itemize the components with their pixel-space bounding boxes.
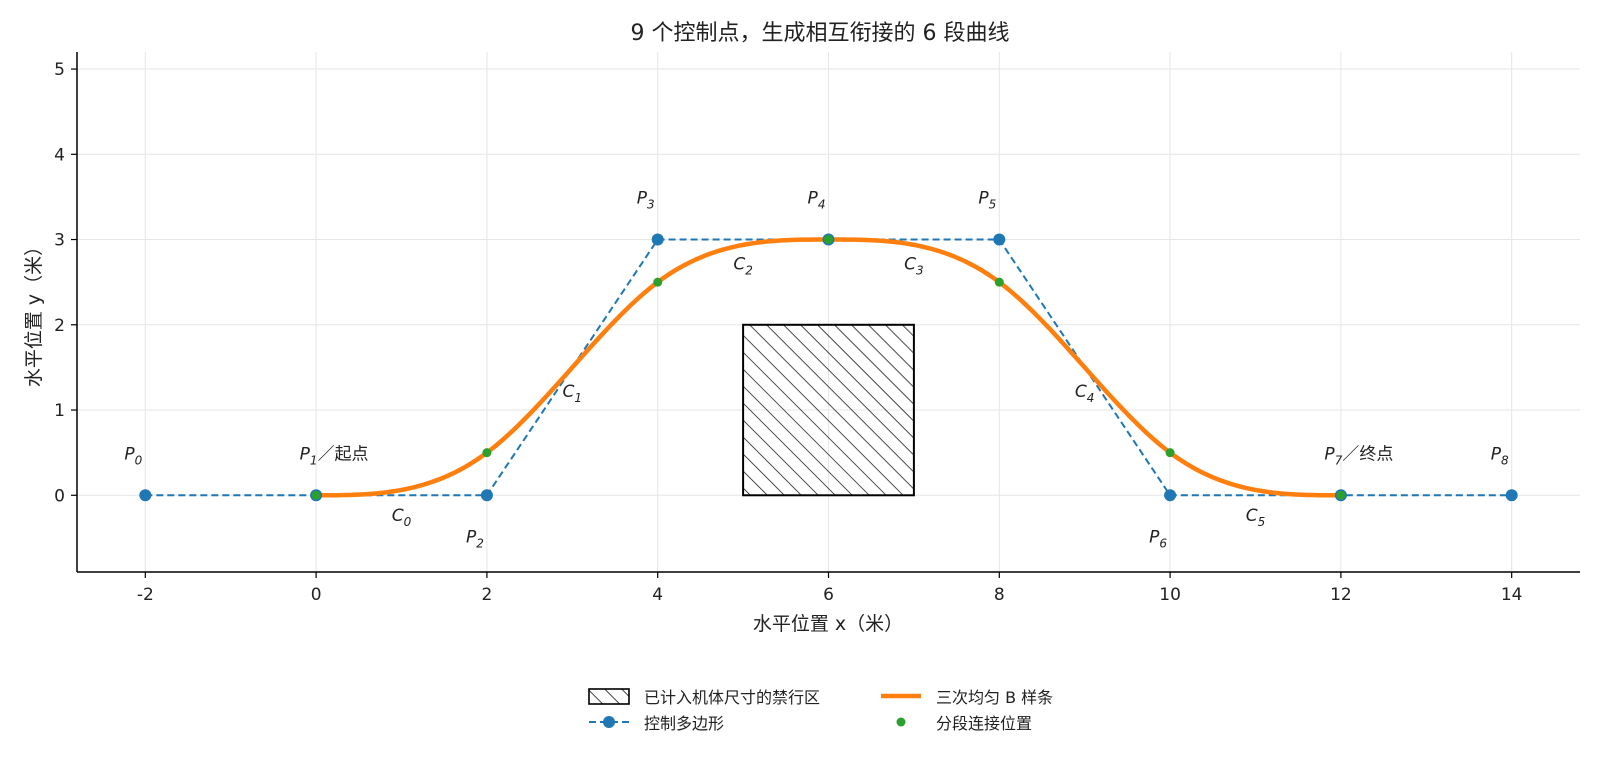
- x-tick-label: 12: [1330, 585, 1352, 605]
- control-point: [1164, 489, 1177, 502]
- legend-polygon-label: 控制多边形: [644, 714, 724, 733]
- control-point: [993, 233, 1006, 246]
- control-point-label: P1／起点: [300, 444, 369, 467]
- x-tick-label: 10: [1159, 585, 1181, 605]
- segment-label: C4: [1075, 382, 1095, 405]
- segment-joint-point: [1336, 490, 1346, 500]
- segment-joints: [311, 235, 1346, 500]
- control-point-label: P5: [978, 189, 996, 212]
- y-tick-label: 1: [54, 401, 65, 421]
- legend-zone-label: 已计入机体尺寸的禁行区: [644, 688, 820, 707]
- legend-knots-label: 分段连接位置: [936, 714, 1032, 733]
- segment-label: C0: [392, 506, 412, 529]
- chart-title: 9 个控制点，生成相互衔接的 6 段曲线: [631, 21, 1010, 46]
- x-tick-label: 6: [823, 585, 834, 605]
- forbidden-zone-rect: [742, 323, 915, 497]
- segment-joint-point: [1165, 448, 1175, 458]
- control-point-label: P0: [124, 444, 142, 467]
- segment-joint-point: [482, 448, 492, 458]
- legend-zone-swatch: [588, 688, 630, 705]
- legend-spline-label: 三次均匀 B 样条: [936, 688, 1053, 707]
- control-point-label: P4: [808, 189, 826, 212]
- x-tick-label: 8: [994, 585, 1005, 605]
- control-point-label: P2: [466, 527, 484, 550]
- point-labels: P0 P1／起点 P2 P3 P4 P5 P6 P7／终点 P8: [124, 189, 1509, 551]
- y-tick-label: 0: [54, 486, 65, 506]
- legend: 已计入机体尺寸的禁行区 控制多边形 三次均匀 B 样条 分段连接位置: [588, 688, 1053, 733]
- control-point-label: P3: [637, 189, 655, 212]
- segment-label: C5: [1246, 506, 1266, 529]
- y-tick-label: 3: [54, 231, 65, 251]
- forbidden-zone: [742, 323, 915, 497]
- segment-joint-point: [994, 277, 1004, 287]
- x-tick-label: 0: [311, 585, 322, 605]
- x-tick-label: 4: [652, 585, 663, 605]
- control-point-label: P6: [1149, 527, 1167, 550]
- segment-joint-point: [653, 277, 663, 287]
- x-axis-label: 水平位置 x（米）: [753, 613, 903, 635]
- y-ticks: 0 1 2 3 4 5: [54, 60, 77, 506]
- legend-knots-marker: [896, 717, 906, 727]
- x-ticks: -2 0 2 4 6 8 10 12 14: [137, 572, 1523, 605]
- x-tick-label: 2: [481, 585, 492, 605]
- legend-polygon-marker: [603, 716, 615, 728]
- control-point-label: P7／终点: [1324, 444, 1393, 467]
- control-point: [139, 489, 152, 502]
- control-point: [1505, 489, 1518, 502]
- segment-labels: C0 C1 C2 C3 C4 C5: [392, 254, 1265, 528]
- control-point: [480, 489, 493, 502]
- control-point-label: P8: [1491, 444, 1509, 467]
- segment-joint-point: [311, 490, 321, 500]
- y-tick-label: 4: [54, 145, 65, 165]
- control-point: [651, 233, 664, 246]
- segment-label: C2: [733, 254, 753, 277]
- y-tick-label: 2: [54, 316, 65, 336]
- segment-label: C3: [904, 254, 924, 277]
- y-axis-label: 水平位置 y（米）: [23, 237, 45, 387]
- segment-label: C1: [563, 382, 583, 405]
- x-tick-label: -2: [137, 585, 154, 605]
- x-tick-label: 14: [1501, 585, 1523, 605]
- y-tick-label: 5: [54, 60, 65, 80]
- segment-joint-point: [824, 235, 833, 245]
